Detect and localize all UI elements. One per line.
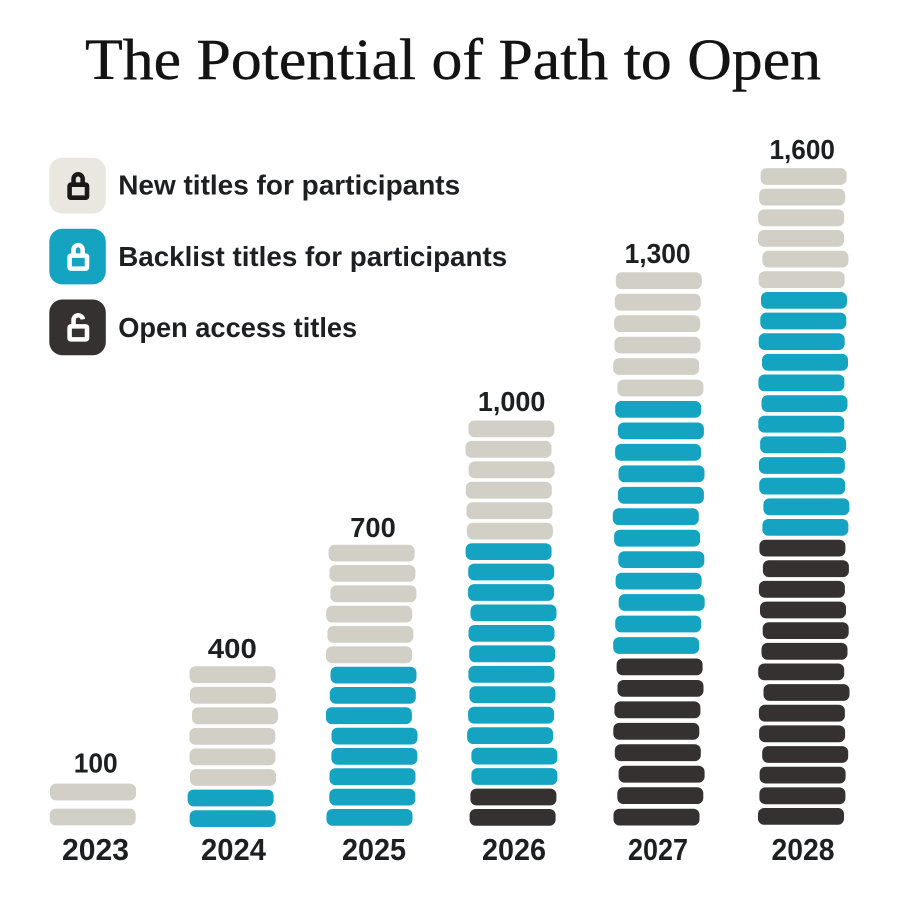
svg-text:Open access titles: Open access titles bbox=[118, 311, 357, 343]
svg-text:Backlist titles for participan: Backlist titles for participants bbox=[118, 240, 507, 272]
svg-text:1,600: 1,600 bbox=[769, 134, 835, 165]
svg-text:2024: 2024 bbox=[201, 833, 266, 867]
svg-text:700: 700 bbox=[350, 512, 396, 543]
svg-text:2028: 2028 bbox=[772, 833, 835, 867]
svg-text:1,300: 1,300 bbox=[625, 238, 691, 269]
svg-text:2027: 2027 bbox=[628, 833, 688, 867]
svg-text:400: 400 bbox=[208, 633, 257, 664]
svg-text:The Potential of Path to Open: The Potential of Path to Open bbox=[85, 27, 821, 92]
svg-text:2023: 2023 bbox=[62, 833, 129, 867]
svg-text:1,000: 1,000 bbox=[478, 386, 546, 417]
svg-text:2025: 2025 bbox=[342, 833, 406, 867]
svg-text:New titles for participants: New titles for participants bbox=[118, 169, 460, 201]
svg-text:2026: 2026 bbox=[482, 833, 546, 867]
svg-text:100: 100 bbox=[74, 747, 118, 778]
